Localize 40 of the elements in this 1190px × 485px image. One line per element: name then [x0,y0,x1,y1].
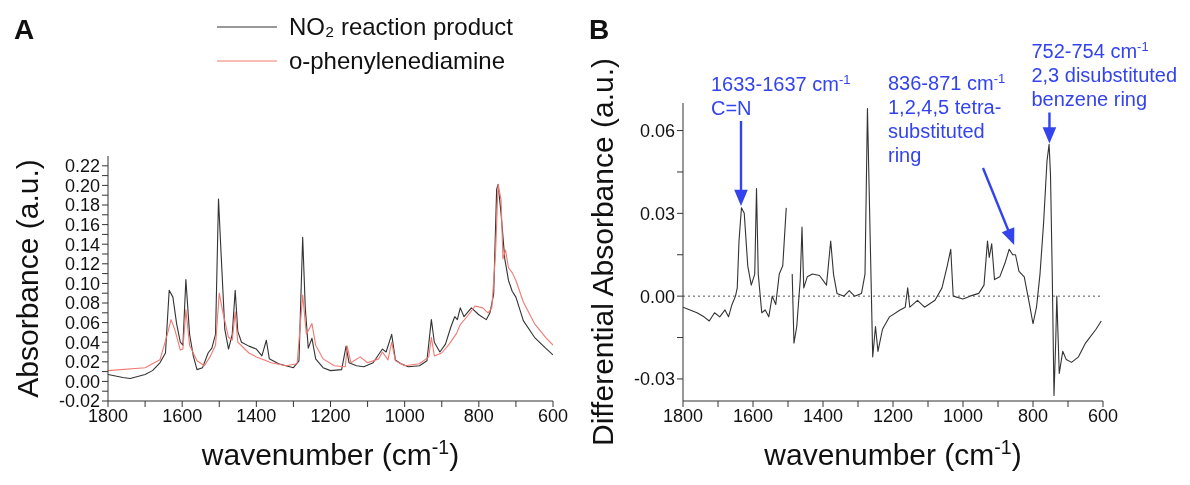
x-tick-label: 1200 [872,405,914,426]
y-tick-label: 0.12 [64,254,100,275]
x-tick-label: 800 [1017,405,1049,426]
y-axis-title: Absorbance (a.u.) [10,159,44,398]
x-tick-label: 1600 [162,405,203,426]
chart-title: A [14,14,35,46]
y-tick-label: 0.00 [64,371,100,392]
y-tick-label: 0.14 [64,234,100,255]
y-tick-label: 0.10 [64,273,100,294]
annotation: 836-871 cm$^{-1}$ 1,2,4,5 tetra- substituted ring [888,70,1006,166]
annotation: 752-754 cm$^{-1}$ 2,3 disubstituted benzene ring [1031,38,1178,111]
y-tick-label: 0.18 [64,195,100,216]
y-tick-label: 0.22 [64,156,100,177]
x-tick-label: 1000 [942,405,984,426]
legend-label: o-phenylenediamine [288,46,506,76]
x-tick-label: 1400 [802,405,844,426]
y-tick-label: -0.03 [633,369,675,390]
text: 1633-1637 cm$^{-1}$ C=N [711,71,851,119]
legend-label: NO₂ reaction product [288,12,513,42]
x-tick-label: 1000 [384,405,425,426]
x-tick-label: 600 [1087,405,1119,426]
x-tick-label: 1600 [732,405,774,426]
y-tick-label: 0.08 [64,293,100,314]
y-tick-label: 0.20 [64,175,100,196]
y-tick-label: 0.02 [64,352,100,373]
x-axis-title: wavenumber (cm$^{-1}$) [200,436,460,471]
y-tick-label: 0.06 [639,120,675,141]
y-tick-label: 0.16 [64,214,100,235]
y-tick-label: 0.06 [64,312,100,333]
chart-title: B [589,14,610,46]
x-axis-title: wavenumber (cm$^{-1}$) [763,436,1022,471]
y-axis-title: Differential Absorbance (a.u.) [585,58,619,446]
y-tick-label: 0.03 [639,203,675,224]
y-tick-label: 0.04 [64,332,100,353]
x-tick-label: 1800 [662,405,704,426]
x-tick-label: 600 [537,405,569,426]
y-tick-label: 0.00 [639,286,675,307]
x-tick-label: 800 [463,405,494,426]
x-tick-label: 1400 [236,405,277,426]
x-tick-label: 1200 [310,405,351,426]
